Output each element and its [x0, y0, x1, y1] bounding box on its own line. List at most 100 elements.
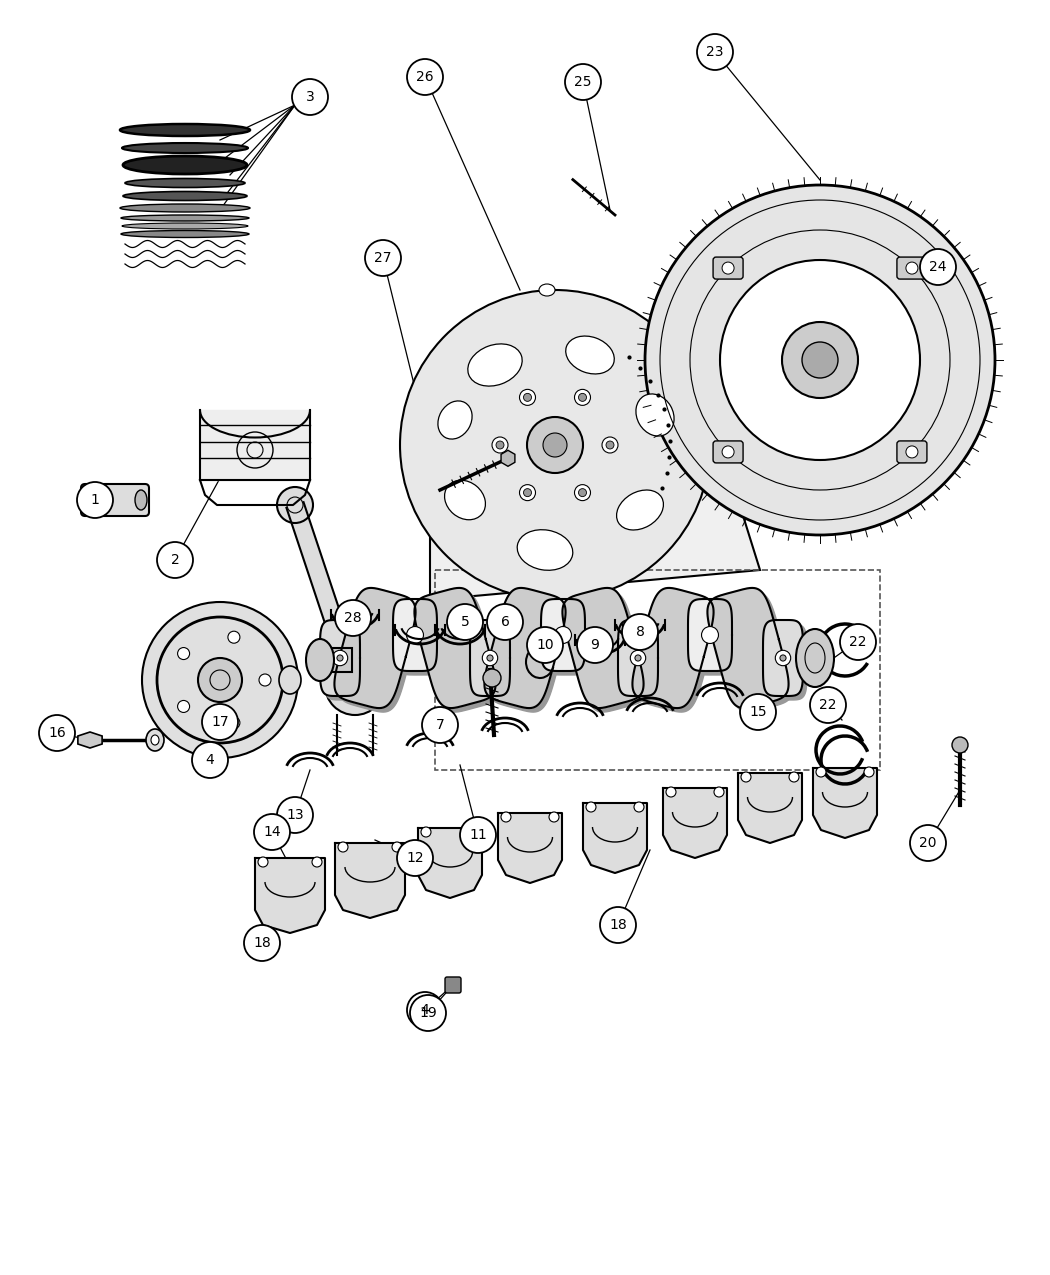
Circle shape — [714, 787, 724, 797]
Circle shape — [400, 289, 710, 601]
Ellipse shape — [135, 490, 147, 510]
FancyBboxPatch shape — [897, 258, 927, 279]
Text: 13: 13 — [287, 808, 303, 822]
Circle shape — [634, 802, 644, 812]
Circle shape — [666, 787, 676, 797]
Circle shape — [192, 742, 228, 778]
Circle shape — [254, 813, 290, 850]
Ellipse shape — [121, 231, 249, 237]
Circle shape — [312, 857, 322, 867]
Polygon shape — [430, 330, 760, 601]
Circle shape — [622, 615, 658, 650]
FancyBboxPatch shape — [713, 258, 743, 279]
Polygon shape — [200, 411, 310, 479]
Polygon shape — [663, 788, 727, 858]
Circle shape — [77, 482, 113, 518]
Text: 12: 12 — [406, 850, 424, 864]
Polygon shape — [708, 588, 789, 708]
Circle shape — [579, 394, 587, 402]
Text: 16: 16 — [48, 725, 66, 739]
Circle shape — [920, 249, 956, 286]
Text: 4: 4 — [421, 1003, 429, 1017]
FancyBboxPatch shape — [445, 977, 461, 993]
Text: 1: 1 — [90, 493, 100, 507]
Polygon shape — [636, 592, 717, 713]
Circle shape — [332, 650, 348, 666]
Text: 19: 19 — [419, 1006, 437, 1020]
Text: 23: 23 — [707, 45, 723, 59]
Polygon shape — [632, 588, 714, 708]
Circle shape — [645, 185, 995, 536]
Ellipse shape — [123, 191, 247, 200]
Circle shape — [722, 446, 734, 458]
Polygon shape — [419, 592, 500, 711]
Circle shape — [482, 650, 498, 666]
Circle shape — [789, 771, 799, 782]
Text: 2: 2 — [170, 553, 180, 567]
Ellipse shape — [539, 284, 555, 296]
Circle shape — [158, 542, 193, 578]
Ellipse shape — [566, 337, 614, 374]
Circle shape — [198, 658, 242, 703]
Circle shape — [701, 626, 718, 644]
FancyBboxPatch shape — [713, 441, 743, 463]
Circle shape — [741, 771, 751, 782]
Text: 11: 11 — [469, 827, 487, 842]
Circle shape — [574, 484, 590, 501]
Circle shape — [244, 924, 280, 961]
Polygon shape — [813, 768, 877, 838]
Polygon shape — [484, 588, 566, 708]
Circle shape — [447, 604, 483, 640]
Polygon shape — [501, 450, 514, 467]
Circle shape — [177, 648, 190, 659]
Ellipse shape — [121, 215, 249, 221]
Ellipse shape — [83, 490, 94, 510]
Circle shape — [606, 441, 614, 449]
Polygon shape — [320, 620, 360, 696]
Ellipse shape — [636, 394, 674, 436]
Circle shape — [277, 487, 313, 523]
Circle shape — [258, 857, 268, 867]
Text: 26: 26 — [416, 70, 434, 84]
Ellipse shape — [468, 344, 522, 386]
Polygon shape — [255, 858, 326, 933]
Circle shape — [780, 655, 786, 660]
Circle shape — [39, 715, 75, 751]
Circle shape — [259, 674, 271, 686]
Circle shape — [524, 394, 531, 402]
Circle shape — [720, 260, 920, 460]
Ellipse shape — [125, 179, 245, 187]
Circle shape — [487, 655, 494, 660]
Ellipse shape — [151, 734, 159, 745]
Circle shape — [228, 717, 239, 729]
Circle shape — [406, 626, 423, 644]
Ellipse shape — [796, 629, 834, 687]
Polygon shape — [287, 502, 363, 687]
Text: 27: 27 — [374, 251, 392, 265]
Circle shape — [460, 817, 496, 853]
Circle shape — [906, 446, 918, 458]
Circle shape — [524, 488, 531, 497]
Ellipse shape — [518, 529, 573, 570]
Circle shape — [906, 263, 918, 274]
Circle shape — [496, 441, 504, 449]
Circle shape — [722, 263, 734, 274]
Text: 28: 28 — [344, 611, 362, 625]
Ellipse shape — [146, 729, 164, 751]
Polygon shape — [418, 827, 482, 898]
Circle shape — [952, 737, 968, 754]
Circle shape — [492, 437, 508, 453]
Circle shape — [202, 704, 238, 740]
Ellipse shape — [616, 490, 664, 530]
Polygon shape — [78, 732, 102, 748]
Circle shape — [397, 840, 433, 876]
Text: 10: 10 — [537, 638, 553, 652]
Circle shape — [338, 842, 348, 852]
Circle shape — [565, 64, 601, 99]
Polygon shape — [335, 843, 405, 918]
Text: 20: 20 — [919, 836, 937, 850]
Polygon shape — [738, 773, 802, 843]
Polygon shape — [474, 623, 514, 700]
Circle shape — [527, 417, 583, 473]
Ellipse shape — [122, 143, 248, 153]
